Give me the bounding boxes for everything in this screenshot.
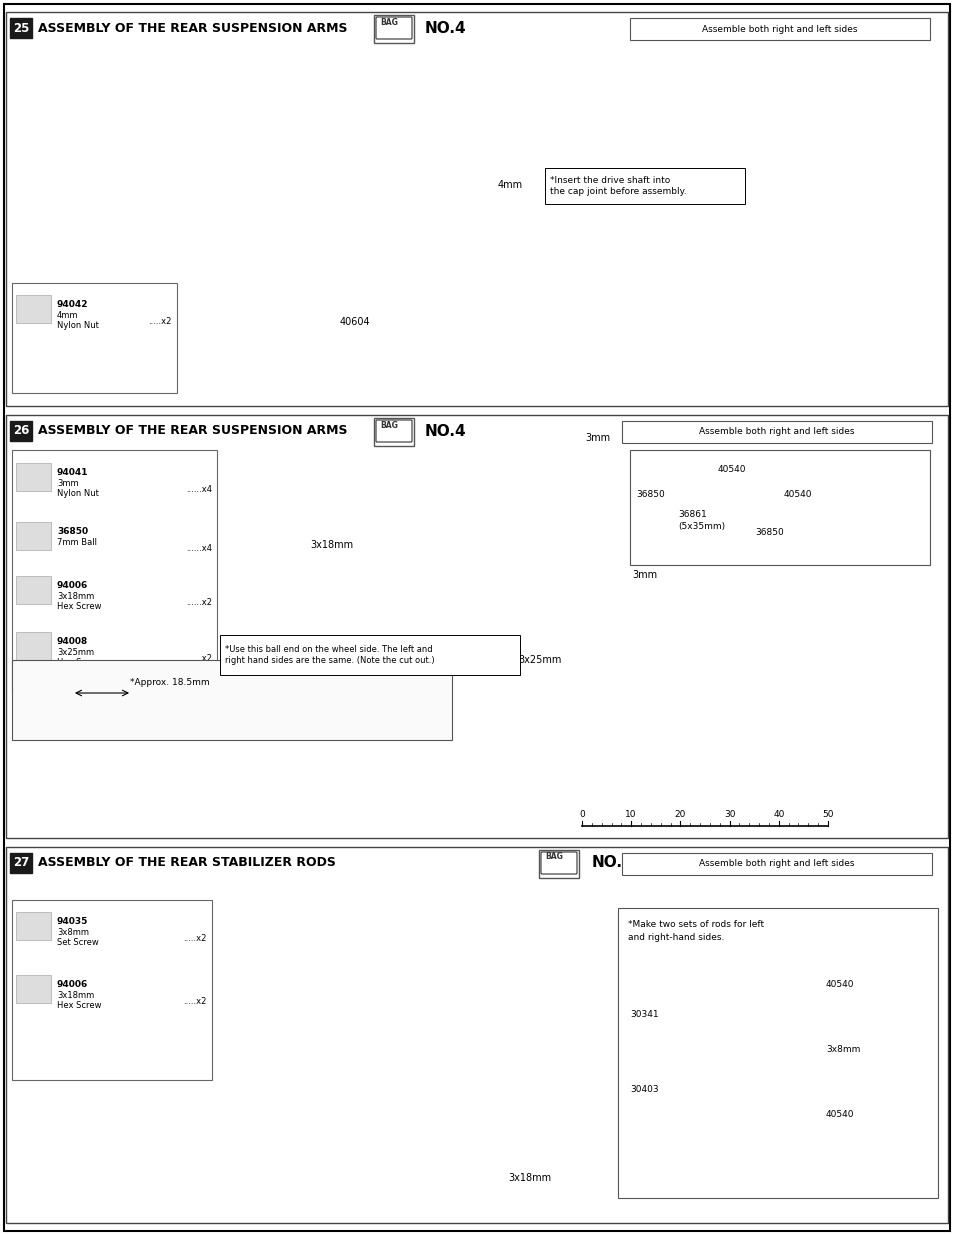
Text: 3x8mm: 3x8mm xyxy=(57,927,89,937)
Text: 40540: 40540 xyxy=(825,981,854,989)
Text: ......x2: ......x2 xyxy=(186,598,212,606)
Text: 3mm: 3mm xyxy=(632,571,657,580)
FancyBboxPatch shape xyxy=(374,15,414,43)
Text: ASSEMBLY OF THE REAR SUSPENSION ARMS: ASSEMBLY OF THE REAR SUSPENSION ARMS xyxy=(38,21,347,35)
Text: 0: 0 xyxy=(578,810,584,819)
Text: 40540: 40540 xyxy=(825,1110,854,1119)
FancyBboxPatch shape xyxy=(538,850,578,878)
Text: 3x18mm: 3x18mm xyxy=(310,540,354,550)
Bar xyxy=(12,283,177,393)
Text: ......x2: ......x2 xyxy=(186,655,212,663)
Bar xyxy=(618,908,937,1198)
Text: 94008: 94008 xyxy=(57,637,89,646)
Text: .....x2: .....x2 xyxy=(149,317,172,326)
Bar xyxy=(629,450,929,564)
Text: 40604: 40604 xyxy=(339,317,370,327)
Text: 27: 27 xyxy=(12,857,30,869)
Text: 36850: 36850 xyxy=(754,529,783,537)
Text: ......x4: ......x4 xyxy=(186,543,212,553)
Text: 3x8mm: 3x8mm xyxy=(825,1045,860,1053)
Bar xyxy=(140,30,939,390)
Bar xyxy=(6,12,947,406)
Text: *Approx. 18.5mm: *Approx. 18.5mm xyxy=(130,678,210,688)
Text: 4mm: 4mm xyxy=(57,311,78,320)
Text: 94035: 94035 xyxy=(57,918,89,926)
Bar xyxy=(10,421,32,441)
Text: NO.4: NO.4 xyxy=(424,424,466,438)
Text: 30: 30 xyxy=(723,810,735,819)
Bar xyxy=(16,463,51,492)
Bar xyxy=(220,635,519,676)
Bar xyxy=(12,900,212,1079)
Text: 94006: 94006 xyxy=(57,981,89,989)
Text: BAG: BAG xyxy=(379,17,397,26)
Text: 3mm: 3mm xyxy=(585,433,610,443)
Text: 20: 20 xyxy=(674,810,685,819)
Text: *Use this ball end on the wheel side. The left and
right hand sides are the same: *Use this ball end on the wheel side. Th… xyxy=(225,646,435,664)
Text: ......x4: ......x4 xyxy=(186,485,212,494)
Text: (5x35mm): (5x35mm) xyxy=(678,522,724,531)
Text: .....x2: .....x2 xyxy=(183,934,207,944)
Bar xyxy=(10,19,32,38)
Bar xyxy=(544,168,744,204)
Text: BAG: BAG xyxy=(544,852,562,862)
Bar xyxy=(16,911,51,940)
Bar xyxy=(6,415,947,839)
Text: .....x2: .....x2 xyxy=(183,997,207,1007)
Text: 94042: 94042 xyxy=(57,300,89,309)
Text: 3x18mm: 3x18mm xyxy=(508,1173,551,1183)
Bar xyxy=(16,295,51,324)
Text: Assemble both right and left sides: Assemble both right and left sides xyxy=(699,427,854,436)
Text: *Make two sets of rods for left: *Make two sets of rods for left xyxy=(627,920,763,929)
Text: 25: 25 xyxy=(12,21,30,35)
Text: 7mm Ball: 7mm Ball xyxy=(57,538,97,547)
Text: Hex Screw: Hex Screw xyxy=(57,1002,101,1010)
Text: NO.4: NO.4 xyxy=(592,856,633,871)
FancyBboxPatch shape xyxy=(374,417,414,446)
Bar xyxy=(621,421,931,443)
Text: NO.4: NO.4 xyxy=(424,21,466,36)
Text: 36850: 36850 xyxy=(636,490,664,499)
Text: 40540: 40540 xyxy=(783,490,812,499)
Bar xyxy=(621,853,931,876)
Text: 3mm: 3mm xyxy=(57,479,78,488)
Text: 50: 50 xyxy=(821,810,833,819)
Text: 40540: 40540 xyxy=(718,466,745,474)
Bar xyxy=(16,522,51,550)
Text: 94041: 94041 xyxy=(57,468,89,477)
Bar xyxy=(10,853,32,873)
Text: 4mm: 4mm xyxy=(497,180,522,190)
Text: 36861: 36861 xyxy=(678,510,706,519)
Text: 26: 26 xyxy=(12,425,30,437)
Text: Assemble both right and left sides: Assemble both right and left sides xyxy=(699,860,854,868)
Bar xyxy=(12,659,452,740)
Bar xyxy=(16,974,51,1003)
Text: Hex Screw: Hex Screw xyxy=(57,658,101,667)
Text: *Insert the drive shaft into
the cap joint before assembly.: *Insert the drive shaft into the cap joi… xyxy=(550,177,686,195)
Bar xyxy=(16,576,51,604)
Text: 3x25mm: 3x25mm xyxy=(57,648,94,657)
Text: 3x18mm: 3x18mm xyxy=(57,592,94,601)
Text: 30403: 30403 xyxy=(629,1086,658,1094)
Text: 3x25mm: 3x25mm xyxy=(517,655,561,664)
Text: 10: 10 xyxy=(625,810,637,819)
Text: 30341: 30341 xyxy=(629,1010,658,1019)
Text: and right-hand sides.: and right-hand sides. xyxy=(627,932,723,942)
Text: ASSEMBLY OF THE REAR STABILIZER RODS: ASSEMBLY OF THE REAR STABILIZER RODS xyxy=(38,857,335,869)
Bar xyxy=(12,450,216,690)
Text: 94006: 94006 xyxy=(57,580,89,590)
Text: ASSEMBLY OF THE REAR SUSPENSION ARMS: ASSEMBLY OF THE REAR SUSPENSION ARMS xyxy=(38,425,347,437)
Text: BAG: BAG xyxy=(379,420,397,430)
Bar xyxy=(16,632,51,659)
Text: Set Screw: Set Screw xyxy=(57,939,99,947)
Text: 3x18mm: 3x18mm xyxy=(57,990,94,1000)
Text: 36850: 36850 xyxy=(57,527,88,536)
Text: Hex Screw: Hex Screw xyxy=(57,601,101,611)
Text: Nylon Nut: Nylon Nut xyxy=(57,321,99,330)
Text: Assemble both right and left sides: Assemble both right and left sides xyxy=(701,25,857,33)
Text: 40: 40 xyxy=(772,810,783,819)
Text: Nylon Nut: Nylon Nut xyxy=(57,489,99,498)
Bar xyxy=(629,19,929,40)
Bar xyxy=(6,847,947,1223)
